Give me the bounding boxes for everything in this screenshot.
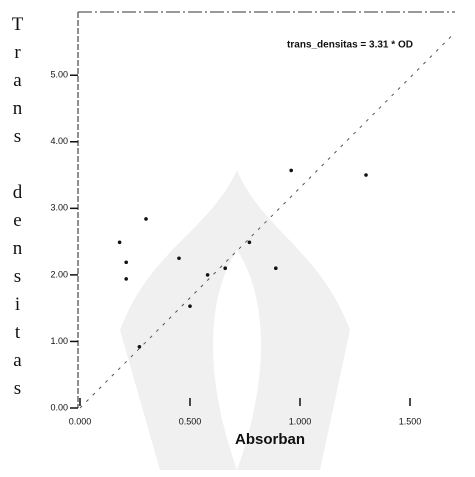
point [274,266,278,271]
fit-line [79,33,455,409]
point [364,173,368,177]
point [124,260,128,265]
point [177,256,181,261]
point [188,304,192,308]
point [223,266,227,271]
y-tick-label: 0.00 [50,402,68,412]
y-axis-title: Trans densitas [7,14,28,406]
x-tick-label: 1.500 [399,416,422,426]
point [117,240,122,245]
point [144,217,148,221]
x-tick-label: 1.000 [289,416,312,426]
y-tick-label: 2.00 [50,269,68,279]
fit-label: trans_densitas = 3.31 * OD [287,40,413,51]
y-tick-label: 4.00 [50,136,68,146]
point [205,273,210,277]
point [247,240,252,245]
x-tick-label: 0.500 [179,416,202,426]
watermark-inner [213,250,261,470]
y-tick-label: 1.00 [50,336,68,346]
point [137,344,142,349]
x-tick-label: 0.000 [69,416,92,426]
point [289,168,294,173]
y-tick-label: 3.00 [50,203,68,213]
point [124,277,128,281]
y-tick-label: 5.00 [50,70,68,80]
x-axis-title: Absorban [235,431,305,448]
